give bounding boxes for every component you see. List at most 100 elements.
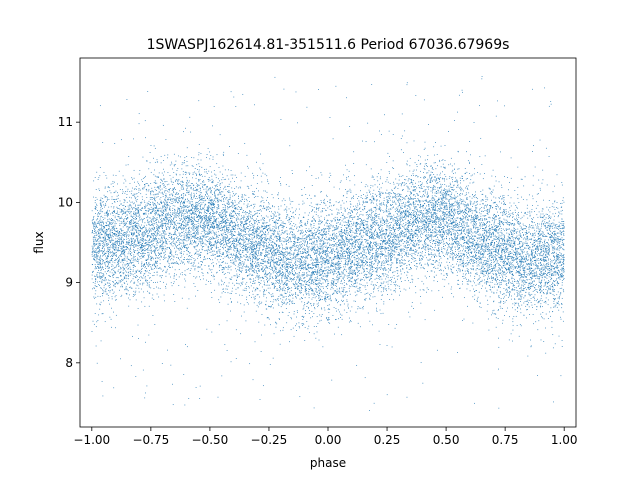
- data-point: [184, 286, 186, 288]
- data-point: [216, 184, 218, 185]
- data-point: [147, 233, 149, 234]
- data-point: [202, 227, 203, 229]
- data-point: [149, 238, 151, 240]
- data-point: [206, 233, 207, 235]
- data-point: [107, 251, 109, 253]
- data-point: [486, 271, 488, 272]
- data-point: [130, 251, 131, 253]
- data-point: [481, 288, 482, 289]
- data-point: [230, 248, 232, 250]
- data-point: [263, 289, 265, 291]
- data-point: [341, 258, 343, 260]
- data-point: [264, 173, 266, 175]
- data-point: [438, 256, 440, 257]
- data-point: [472, 217, 474, 219]
- data-point: [198, 194, 200, 196]
- data-point: [172, 234, 174, 236]
- data-point: [326, 263, 328, 265]
- data-point: [182, 227, 184, 229]
- data-point: [416, 200, 418, 202]
- data-point: [312, 304, 314, 306]
- data-point: [254, 228, 256, 230]
- data-point: [500, 261, 502, 263]
- data-point: [359, 238, 360, 240]
- data-point: [91, 278, 93, 280]
- data-point: [474, 168, 475, 170]
- data-point: [160, 189, 162, 191]
- data-point: [318, 289, 320, 291]
- data-point: [501, 280, 503, 282]
- data-point: [417, 254, 419, 256]
- data-point: [546, 222, 548, 224]
- data-point: [332, 284, 334, 286]
- data-point: [308, 268, 310, 269]
- data-point: [262, 225, 264, 227]
- data-point: [163, 230, 165, 231]
- data-point: [411, 302, 413, 303]
- data-point: [283, 209, 285, 211]
- data-point: [474, 231, 476, 233]
- data-point: [114, 296, 116, 298]
- data-point: [263, 277, 265, 279]
- data-point: [495, 270, 496, 272]
- data-point: [112, 180, 114, 182]
- data-point: [275, 215, 277, 217]
- data-point: [249, 238, 250, 240]
- data-point: [478, 219, 480, 221]
- data-point: [483, 241, 484, 242]
- data-point: [165, 257, 167, 258]
- data-point: [273, 285, 275, 287]
- data-point: [404, 236, 405, 238]
- data-point: [455, 225, 457, 226]
- data-point: [286, 211, 288, 213]
- data-point: [364, 286, 366, 288]
- data-point: [419, 263, 420, 265]
- data-point: [248, 246, 250, 248]
- data-point: [143, 212, 145, 214]
- data-point: [462, 190, 464, 192]
- data-point: [215, 231, 217, 233]
- data-point: [554, 262, 556, 263]
- data-point: [557, 274, 559, 275]
- data-point: [136, 199, 138, 200]
- data-point: [145, 175, 146, 177]
- data-point: [521, 256, 522, 258]
- data-point: [200, 183, 202, 185]
- data-point: [314, 252, 315, 254]
- data-point: [165, 208, 167, 210]
- data-point: [521, 261, 523, 263]
- data-point: [152, 209, 154, 211]
- data-point: [408, 235, 409, 237]
- data-point: [130, 212, 132, 214]
- data-point: [183, 222, 185, 224]
- data-point: [179, 233, 181, 235]
- data-point: [413, 205, 415, 207]
- data-point: [441, 262, 443, 264]
- data-point: [135, 224, 137, 226]
- data-point: [178, 226, 180, 227]
- data-point: [202, 228, 204, 230]
- data-point: [260, 235, 262, 237]
- data-point: [330, 272, 332, 274]
- data-point: [545, 283, 546, 285]
- data-point: [479, 233, 481, 235]
- data-point: [350, 190, 352, 192]
- data-point: [94, 222, 96, 224]
- data-point: [493, 276, 494, 278]
- data-point: [454, 224, 456, 226]
- data-point: [246, 204, 248, 206]
- data-point: [120, 275, 122, 277]
- data-point: [422, 382, 424, 384]
- data-point: [98, 233, 99, 234]
- data-point: [350, 212, 351, 214]
- data-point: [225, 215, 226, 217]
- data-point: [209, 151, 211, 153]
- data-point: [154, 186, 156, 188]
- data-point: [461, 237, 463, 239]
- data-point: [341, 212, 342, 213]
- data-point: [503, 235, 505, 237]
- data-point: [325, 275, 327, 277]
- data-point: [218, 228, 220, 230]
- data-point: [222, 153, 224, 155]
- data-point: [371, 84, 373, 85]
